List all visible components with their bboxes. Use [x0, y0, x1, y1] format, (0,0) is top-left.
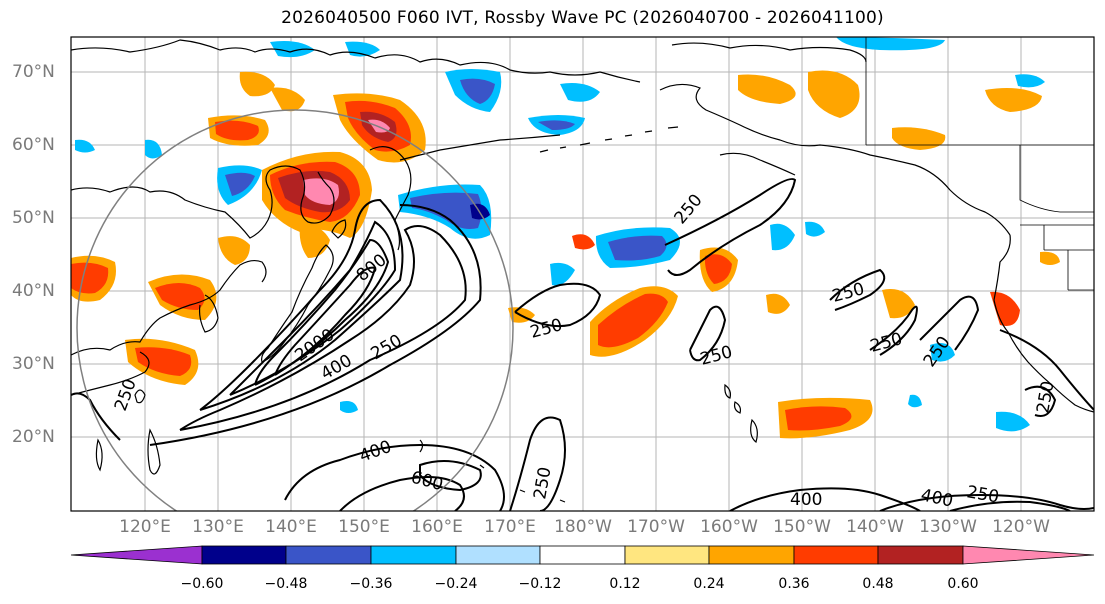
colorbar-bin: [708, 545, 795, 565]
lon-label: 170°W: [627, 517, 685, 537]
colorbar-bin: [624, 545, 710, 565]
map-title: 2026040500 F060 IVT, Rossby Wave PC (202…: [281, 8, 884, 28]
ivt-contours: [71, 178, 1094, 511]
colorbar-bin: [370, 545, 457, 565]
colorbar-tick-label: −0.48: [264, 576, 308, 592]
lat-label: 50°N: [12, 208, 55, 228]
colorbar-tick-label: 0.60: [947, 576, 979, 592]
colorbar-tick-label: 0.24: [693, 576, 725, 592]
lon-label: 180°W: [554, 517, 612, 537]
colorbar-extend-high: [962, 545, 1095, 565]
lat-label: 40°N: [12, 281, 55, 301]
negative-anomaly-regions: [75, 37, 1045, 432]
colorbar: [70, 545, 1095, 565]
lon-label: 170°E: [484, 517, 536, 537]
colorbar-bin: [793, 545, 879, 565]
lat-label: 20°N: [12, 427, 55, 447]
colorbar-bin: [539, 545, 626, 565]
colorbar-tick-label: 0.12: [609, 576, 641, 592]
colorbar-tick-label: −0.36: [349, 576, 393, 592]
colorbar-tick-label: 0.48: [862, 576, 894, 592]
lon-label: 150°E: [338, 517, 390, 537]
lon-label: 160°E: [411, 517, 463, 537]
lon-label: 140°W: [846, 517, 904, 537]
colorbar-extend-low: [70, 545, 203, 565]
colorbar-bin: [455, 545, 541, 565]
colorbar-bin: [201, 545, 287, 565]
colorbar-tick-label: 0.36: [778, 576, 810, 592]
colorbar-bin: [285, 545, 372, 565]
contour-label: 400: [790, 490, 822, 510]
lat-label: 30°N: [12, 354, 55, 374]
positive-anomaly-regions: [71, 70, 1060, 439]
lat-label: 70°N: [12, 62, 55, 82]
colorbar-tick-label: −0.60: [180, 576, 224, 592]
lon-label: 120°W: [992, 517, 1050, 537]
lon-label: 130°E: [192, 517, 244, 537]
map-frame: [70, 36, 1095, 512]
colorbar-tick-label: −0.12: [518, 576, 562, 592]
lon-label: 160°W: [700, 517, 758, 537]
lon-label: 120°E: [119, 517, 171, 537]
reference-circle: [76, 109, 514, 511]
lon-label: 130°W: [919, 517, 977, 537]
lon-label: 140°E: [265, 517, 317, 537]
lat-label: 60°N: [12, 135, 55, 155]
colorbar-bin: [877, 545, 964, 565]
lon-label: 150°W: [773, 517, 831, 537]
colorbar-tick-label: −0.24: [434, 576, 478, 592]
